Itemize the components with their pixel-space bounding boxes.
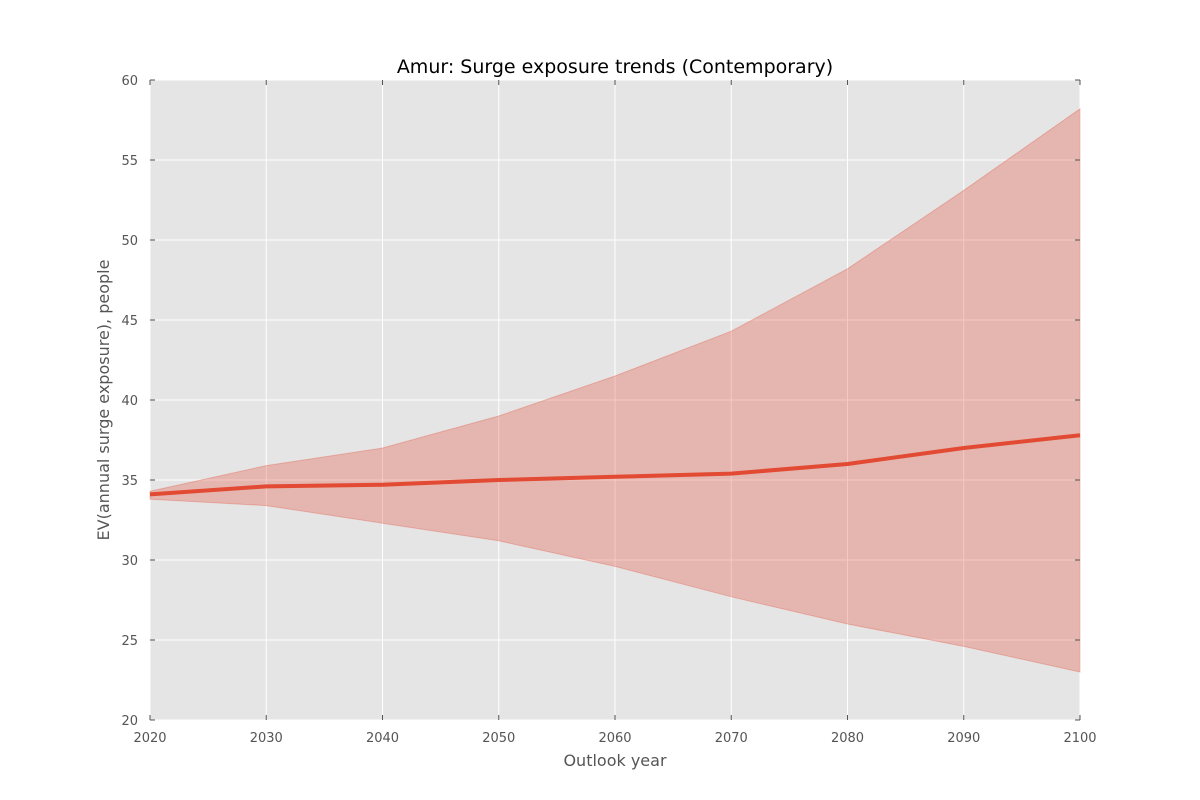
x-tick-label: 2050 xyxy=(482,731,515,746)
series-line-layer xyxy=(149,433,1081,497)
x-tick-label: 2020 xyxy=(133,731,166,746)
y-tick-labels: 20 25 30 35 40 45 50 55 60 xyxy=(121,74,138,729)
uncertainty-band xyxy=(149,107,1081,673)
x-tick-labels: 2020 2030 2040 2050 2060 2070 2080 2090 2100 xyxy=(133,731,1096,746)
uncertainty-band-layer xyxy=(149,107,1081,673)
y-tick-label: 25 xyxy=(121,634,138,649)
x-tick-label: 2030 xyxy=(250,731,283,746)
y-tick-label: 60 xyxy=(121,74,138,89)
x-axis-label: Outlook year xyxy=(563,751,667,770)
x-tick-label: 2040 xyxy=(366,731,399,746)
x-tick-label: 2100 xyxy=(1063,731,1096,746)
y-tick-label: 30 xyxy=(121,554,138,569)
x-tick-label: 2080 xyxy=(831,731,864,746)
y-tick-label: 20 xyxy=(121,714,138,729)
x-tick-label: 2060 xyxy=(598,731,631,746)
y-tick-label: 50 xyxy=(121,234,138,249)
y-tick-label: 55 xyxy=(121,154,138,169)
y-tick-label: 45 xyxy=(121,314,138,329)
y-tick-label: 35 xyxy=(121,474,138,489)
y-axis-label: EV(annual surge exposure), people xyxy=(94,260,113,541)
tick-marks xyxy=(149,79,1081,721)
x-tick-label: 2070 xyxy=(715,731,748,746)
y-tick-label: 40 xyxy=(121,394,138,409)
gridlines xyxy=(149,79,1081,721)
x-tick-label: 2090 xyxy=(947,731,980,746)
chart-title: Amur: Surge exposure trends (Contemporar… xyxy=(397,56,833,78)
series-line xyxy=(149,433,1081,497)
